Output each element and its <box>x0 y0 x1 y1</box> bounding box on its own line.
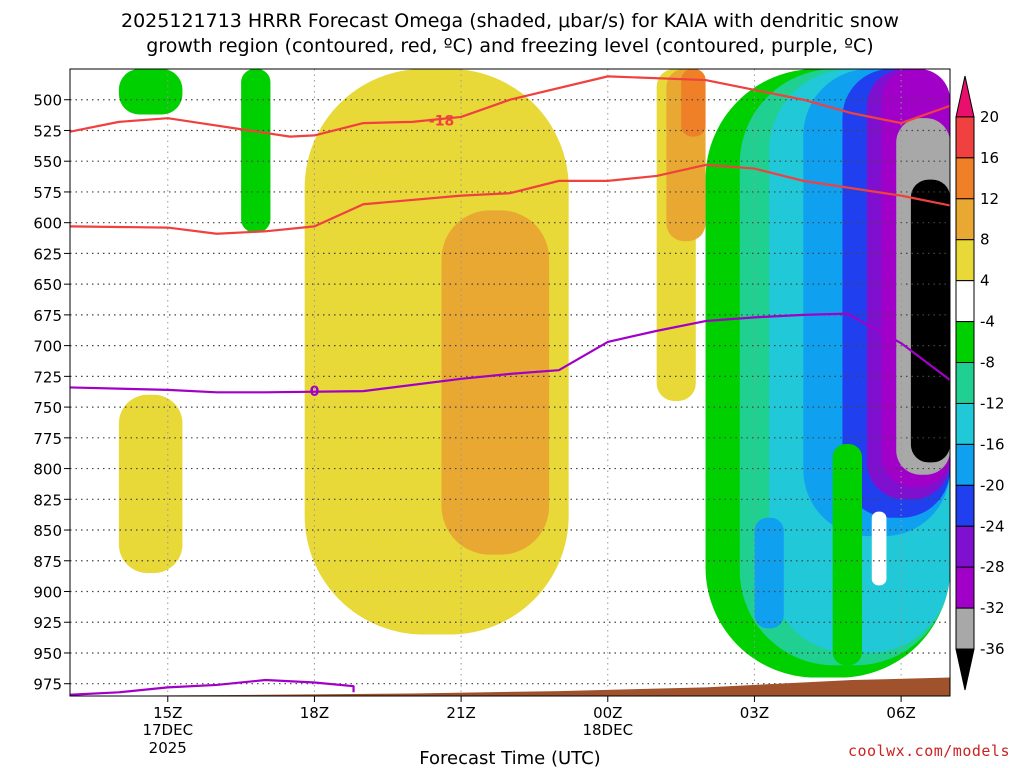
colorbar-label-12: -32 <box>980 599 1005 617</box>
y-tick-label-850: 850 <box>33 522 62 540</box>
shade-green-pocket <box>832 443 862 666</box>
x-tick-sublabel2-15Z: 2025 <box>149 739 187 757</box>
contour-dgz-bottom <box>70 163 950 235</box>
colorbar-label-10: -24 <box>980 517 1005 535</box>
colorbar-label-0: 20 <box>980 108 999 126</box>
colorbar-label-11: -28 <box>980 558 1005 576</box>
y-tick-label-550: 550 <box>33 153 62 171</box>
colorbar-swatch-12 <box>955 566 975 609</box>
colorbar-label-8: -16 <box>980 435 1005 453</box>
colorbar-label-1: 16 <box>980 149 999 167</box>
y-tick-label-500: 500 <box>33 92 62 110</box>
colorbar-swatch-1 <box>955 116 975 159</box>
plot-area: -18 0 <box>70 69 950 696</box>
terrain-layer <box>70 677 950 696</box>
shade-black-right <box>910 179 950 463</box>
y-tick-label-725: 725 <box>33 368 62 386</box>
y-tick-label-875: 875 <box>33 553 62 571</box>
plot-frame <box>69 68 951 697</box>
contour-label-dgz-top-18c: -18 <box>429 114 454 130</box>
x-tick-label-03Z: 03Z <box>740 704 769 722</box>
temperature-contours: -18 0 <box>70 75 950 696</box>
chart-title-line2: growth region (contoured, red, ºC) and f… <box>146 35 873 57</box>
colorbar-swatch-10 <box>955 484 975 527</box>
colorbar-swatch-8 <box>955 402 975 445</box>
y-tick-label-950: 950 <box>33 645 62 663</box>
shade-white-pocket <box>871 511 887 586</box>
x-tick-label-18Z: 18Z <box>300 704 329 722</box>
colorbar-label-5: -4 <box>980 313 995 331</box>
colorbar-label-3: 8 <box>980 231 990 249</box>
colorbar-swatch-14 <box>955 648 975 691</box>
x-tick-sublabel-15Z: 17DEC <box>142 721 193 739</box>
colorbar-swatch-9 <box>955 443 975 486</box>
colorbar-label-6: -8 <box>980 354 995 372</box>
x-tick-label-21Z: 21Z <box>446 704 475 722</box>
y-tick-label-750: 750 <box>33 399 62 417</box>
colorbar-swatch-0 <box>955 75 975 118</box>
y-tick-label-625: 625 <box>33 245 62 263</box>
colorbar-swatch-3 <box>955 198 975 241</box>
contour-dgz-top-18c <box>70 75 950 138</box>
colorbar-swatch-5 <box>955 280 975 323</box>
colorbar-label-7: -12 <box>980 394 1005 412</box>
shade-orange-main <box>441 210 550 555</box>
x-tick-label-06Z: 06Z <box>886 704 915 722</box>
y-tick-label-925: 925 <box>33 614 62 632</box>
y-tick-label-600: 600 <box>33 215 62 233</box>
x-tick-label-00Z: 00Z <box>593 704 622 722</box>
y-tick-label-650: 650 <box>33 276 62 294</box>
colorbar-swatch-2 <box>955 157 975 200</box>
y-tick-label-800: 800 <box>33 461 62 479</box>
colorbar-label-9: -20 <box>980 476 1005 494</box>
y-axis-pressure: 500 525 550 575 600 625 650 675 700 725 750 775 800 8… <box>33 92 70 694</box>
contour-freezing-level-0c <box>70 312 950 394</box>
y-tick-label-775: 775 <box>33 430 62 448</box>
x-tick-sublabel-00Z: 18DEC <box>582 721 633 739</box>
colorbar-swatch-4 <box>955 239 975 282</box>
shade-blue-lower-pocket <box>754 517 784 629</box>
contour-label-freezing-level-0c: 0 <box>310 384 320 400</box>
chart-title-line1: 2025121713 HRRR Forecast Omega (shaded, … <box>121 10 899 32</box>
shade-dark-orange-upper-right <box>681 69 706 137</box>
colorbar-swatch-7 <box>955 362 975 404</box>
y-tick-label-825: 825 <box>33 491 62 509</box>
y-tick-label-525: 525 <box>33 122 62 140</box>
credit-text: coolwx.com/models <box>848 742 1010 760</box>
colorbar-label-13: -36 <box>980 640 1005 658</box>
y-tick-label-900: 900 <box>33 584 62 602</box>
contour-freezing-level-near-surface <box>70 678 355 696</box>
colorbar-swatch-11 <box>955 525 975 568</box>
y-tick-label-675: 675 <box>33 307 62 325</box>
colorbar-swatch-13 <box>955 607 975 650</box>
shade-yellow-left-low <box>118 394 183 574</box>
colorbar: 20 16 12 8 4 -4 -8 -12 -16 -20 -24 -28 -32 -36 <box>955 75 1005 691</box>
surface-terrain <box>70 677 950 696</box>
shade-green-column <box>241 69 271 233</box>
colorbar-swatch-6 <box>955 321 975 364</box>
colorbar-label-2: 12 <box>980 190 999 208</box>
y-tick-label-700: 700 <box>33 338 62 356</box>
y-tick-label-575: 575 <box>33 184 62 202</box>
shade-green-top-left <box>118 69 183 115</box>
x-axis-label: Forecast Time (UTC) <box>419 748 600 768</box>
x-tick-label-15Z: 15Z <box>153 704 182 722</box>
colorbar-label-4: 4 <box>980 272 990 290</box>
y-tick-label-975: 975 <box>33 676 62 694</box>
